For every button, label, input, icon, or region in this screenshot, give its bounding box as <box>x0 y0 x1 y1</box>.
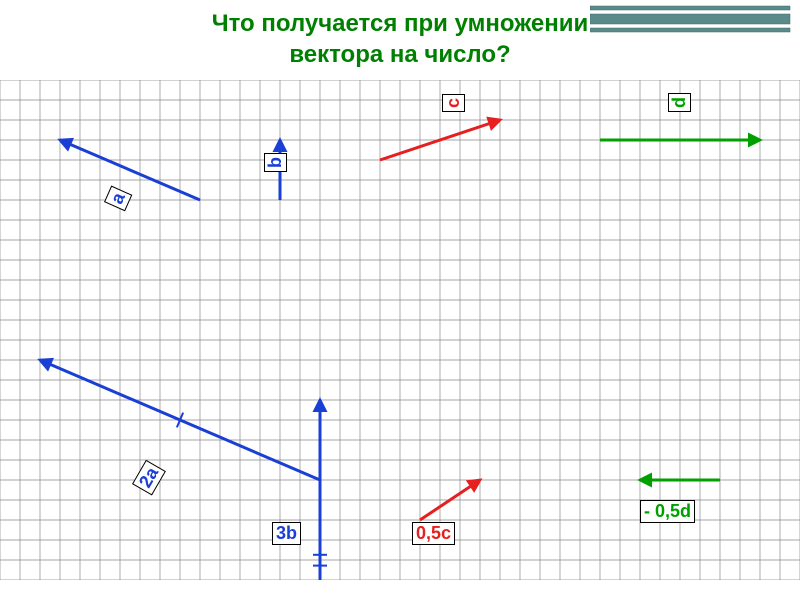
vector-label: 3b <box>272 522 301 545</box>
vector-label: d <box>668 93 691 112</box>
vector-label: - 0,5d <box>640 500 695 523</box>
corner-decoration <box>590 0 800 41</box>
diagram: abcd2a3b0,5c- 0,5d <box>0 80 800 580</box>
vector-label: c <box>442 94 465 112</box>
vector-label: 0,5c <box>412 522 455 545</box>
vector-label: b <box>264 153 287 172</box>
title-line-2: вектора на число? <box>0 39 800 70</box>
